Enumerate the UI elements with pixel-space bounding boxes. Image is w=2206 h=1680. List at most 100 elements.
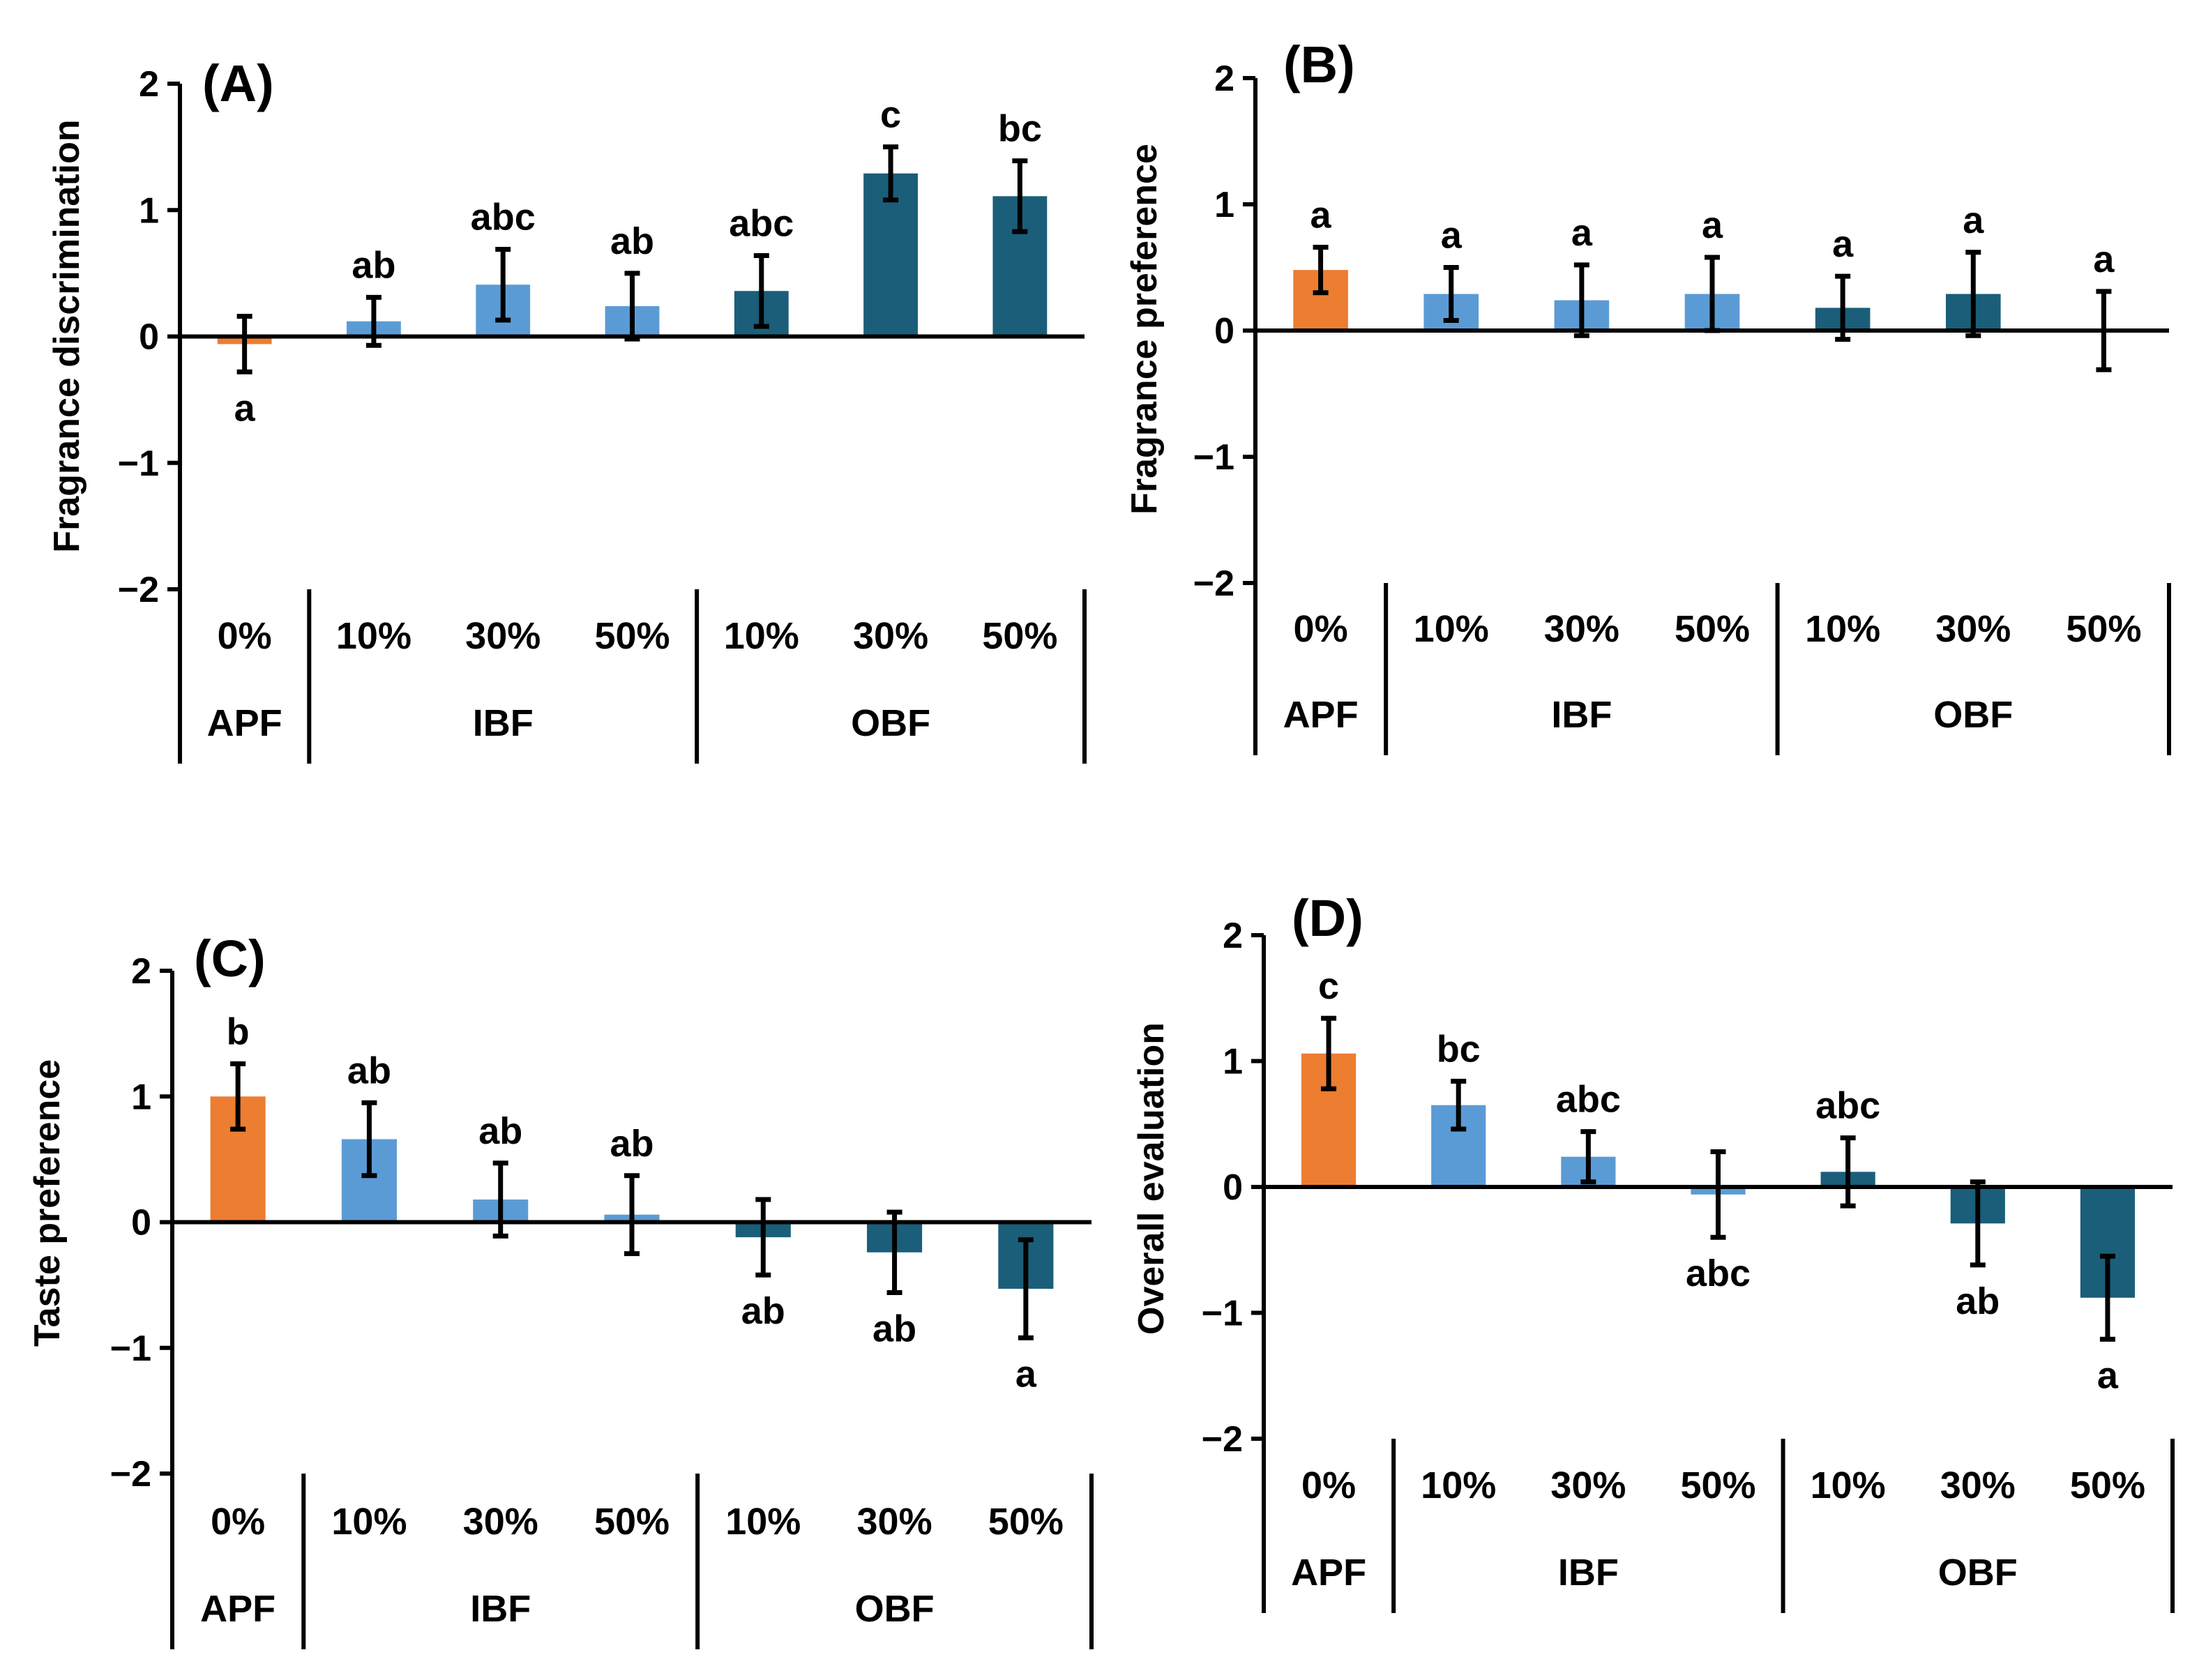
plot-area: −2 −1 0 1 2 c bc abc abc abc ab a 0% 10% 30% 50% 10% 30% 5… [1202,916,2175,1613]
significance-letter: ab [347,1050,391,1091]
significance-letter: b [227,1011,250,1052]
x-tick-label: 50% [988,1501,1064,1543]
significance-letter: bc [998,108,1042,150]
x-tick-label: 10% [1414,608,1489,650]
y-axis-label: Overall evaluation [1131,1022,1172,1335]
x-tick-label: 30% [465,615,541,657]
significance-letter: abc [1556,1079,1621,1121]
significance-letter: a [1441,215,1463,257]
group-label: IBF [1558,1552,1619,1594]
x-tick-label: 10% [724,615,799,657]
group-label: IBF [470,1588,531,1630]
significance-letter: ab [741,1290,785,1332]
y-tick-label: 0 [139,317,159,358]
panel-a: (A) Fragrance discrimination −2 −1 0 1 2 a ab a… [47,54,1087,764]
x-tick-label: 50% [982,615,1057,657]
y-tick-label: 1 [1223,1042,1243,1082]
significance-letter: a [1702,204,1723,246]
x-tick-label: 0% [211,1501,265,1543]
group-label: APF [200,1588,275,1630]
y-tick-label: 2 [131,951,151,992]
y-tick-label: −1 [110,1329,151,1369]
plot-area: −2 −1 0 1 2 b ab ab ab ab ab a 0% 10% 30% 50% 10% 30% 50% A… [110,951,1094,1649]
y-axis-label: Taste preference [27,1059,68,1347]
y-tick-label: 2 [1214,59,1234,99]
significance-letter: ab [610,1123,654,1165]
y-axis-label: Fragrance discrimination [47,119,87,552]
significance-letter: ab [478,1110,522,1152]
y-tick-label: 2 [1223,916,1243,956]
group-label: OBF [855,1588,935,1630]
significance-letter: ab [872,1308,916,1349]
significance-letter: a [234,387,256,429]
x-tick-label: 10% [1811,1465,1886,1506]
y-axis-label: Fragrance preference [1124,144,1165,515]
y-tick-label: 2 [139,64,159,105]
x-tick-label: 10% [1421,1465,1496,1506]
significance-letter: ab [1956,1280,2000,1322]
y-tick-label: −1 [118,444,159,484]
group-label: OBF [851,702,930,744]
y-tick-label: 0 [131,1203,151,1243]
panel-b: (B) Fragrance preference −2 −1 0 1 2 a a a a a a a 0… [1124,36,2171,755]
panel-label: (D) [1292,889,1363,947]
y-tick-label: −2 [110,1454,151,1494]
x-tick-label: 0% [1301,1465,1356,1506]
significance-letter: a [1571,212,1593,254]
panel-label: (C) [194,930,266,987]
significance-letter: a [2093,239,2115,280]
y-tick-label: 1 [131,1077,151,1117]
x-tick-label: 0% [1294,608,1348,650]
y-tick-label: 1 [1214,185,1234,225]
x-tick-label: 0% [218,615,272,657]
y-tick-label: −2 [1202,1419,1243,1460]
x-tick-label: 50% [594,615,670,657]
group-label: APF [1291,1552,1366,1594]
x-tick-label: 30% [1940,1465,2016,1506]
panel-c: (C) Taste preference −2 −1 0 1 2 b ab ab ab ab ab a… [27,930,1094,1649]
x-tick-label: 10% [725,1501,801,1543]
group-label: OBF [1938,1552,2018,1594]
y-tick-label: −2 [118,570,159,610]
group-label: APF [1283,694,1359,736]
panel-d: (D) Overall evaluation −2 −1 0 1 2 c bc abc abc a… [1131,889,2175,1613]
significance-letter: abc [1815,1085,1880,1127]
panel-label: (B) [1283,36,1355,93]
significance-letter: ab [610,220,654,262]
significance-letter: abc [1686,1253,1751,1294]
x-tick-label: 30% [463,1501,538,1543]
x-tick-label: 30% [1544,608,1619,650]
x-tick-label: 30% [1550,1465,1626,1506]
significance-letter: a [1832,223,1854,265]
x-tick-label: 50% [2066,608,2141,650]
y-tick-label: −1 [1202,1294,1243,1334]
x-tick-label: 10% [336,615,411,657]
significance-letter: bc [1437,1028,1481,1070]
significance-letter: c [880,94,901,136]
significance-letter: abc [471,196,536,238]
x-tick-label: 10% [1805,608,1880,650]
significance-letter: c [1318,965,1339,1007]
x-tick-label: 30% [857,1501,932,1543]
x-tick-label: 10% [331,1501,407,1543]
x-tick-label: 50% [2070,1465,2145,1506]
significance-letter: a [2097,1354,2119,1396]
plot-area: −2 −1 0 1 2 a a a a a a a 0% 10% 30% 50% 10% 30% 50% APF IBF… [1193,59,2171,755]
x-tick-label: 50% [1675,608,1750,650]
significance-letter: a [1015,1353,1037,1395]
group-label: APF [207,702,282,744]
y-tick-label: 0 [1214,311,1234,351]
significance-letter: a [1963,199,1984,241]
group-label: IBF [1551,694,1612,736]
plot-area: −2 −1 0 1 2 a ab abc ab abc c bc 0% 10% 30% 50% 10% 30% 50… [118,64,1087,764]
y-tick-label: 1 [139,190,159,231]
significance-letter: ab [352,244,395,286]
x-tick-label: 50% [594,1501,670,1543]
x-tick-label: 30% [1935,608,2011,650]
significance-letter: a [1310,195,1332,236]
y-tick-label: 0 [1223,1167,1243,1208]
group-label: IBF [473,702,534,744]
panel-label: (A) [202,54,274,112]
x-tick-label: 30% [853,615,928,657]
